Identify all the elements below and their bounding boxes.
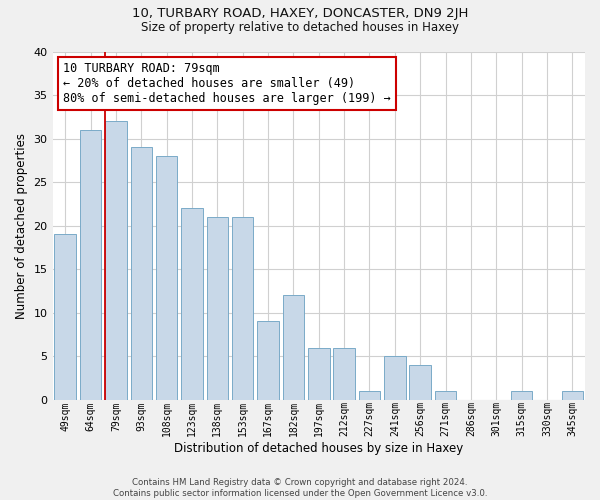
Bar [334, 348, 355, 400]
Bar [562, 391, 583, 400]
Bar [511, 391, 532, 400]
Bar [384, 356, 406, 400]
Bar [359, 391, 380, 400]
Bar [409, 365, 431, 400]
Bar [283, 296, 304, 400]
Bar [105, 121, 127, 400]
Text: 10 TURBARY ROAD: 79sqm
← 20% of detached houses are smaller (49)
80% of semi-det: 10 TURBARY ROAD: 79sqm ← 20% of detached… [63, 62, 391, 105]
Bar [80, 130, 101, 400]
Bar [181, 208, 203, 400]
Text: Size of property relative to detached houses in Haxey: Size of property relative to detached ho… [141, 21, 459, 34]
Bar [156, 156, 178, 400]
Bar [435, 391, 457, 400]
Bar [257, 322, 279, 400]
Bar [131, 148, 152, 400]
Bar [308, 348, 329, 400]
Text: Contains HM Land Registry data © Crown copyright and database right 2024.
Contai: Contains HM Land Registry data © Crown c… [113, 478, 487, 498]
Text: 10, TURBARY ROAD, HAXEY, DONCASTER, DN9 2JH: 10, TURBARY ROAD, HAXEY, DONCASTER, DN9 … [132, 8, 468, 20]
X-axis label: Distribution of detached houses by size in Haxey: Distribution of detached houses by size … [174, 442, 463, 455]
Bar [55, 234, 76, 400]
Bar [206, 217, 228, 400]
Bar [232, 217, 253, 400]
Y-axis label: Number of detached properties: Number of detached properties [15, 132, 28, 318]
